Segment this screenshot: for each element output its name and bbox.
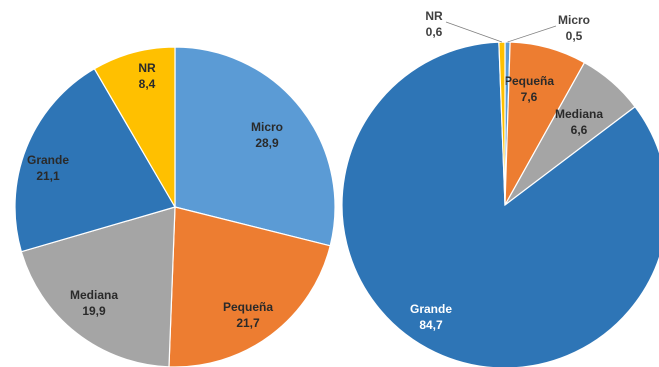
pie-right-slice-nr — [498, 41, 506, 206]
pie-right-label-value-mediana: 6,6 — [571, 123, 588, 137]
pie-left-slice-grande — [14, 67, 176, 253]
pie-right-label-nr: NR 0,6 — [425, 9, 443, 39]
pie-left-label-value-grande: 21,1 — [36, 169, 60, 183]
pie-right-label-name-mediana: Mediana — [555, 107, 603, 121]
pie-right-leader-micro — [507, 25, 557, 43]
pie-left-label-name-nr: NR — [138, 61, 156, 75]
pie-chart-left: Micro 28,9 Pequeña 21,7 Mediana 19,9 Grande 21,… — [14, 46, 336, 367]
pie-left-label-nr: NR 8,4 — [138, 61, 156, 91]
pie-right-label-pequena: Pequeña 7,6 — [504, 74, 554, 104]
pie-right-label-value-micro: 0,5 — [566, 29, 583, 43]
pie-right-label-name-nr: NR — [425, 9, 443, 23]
pie-left-label-value-micro: 28,9 — [255, 136, 279, 150]
pie-left-label-pequena: Pequeña 21,7 — [223, 300, 273, 330]
pie-right-label-name-grande: Grande — [410, 302, 452, 316]
pie-right-label-mediana: Mediana 6,6 — [555, 107, 603, 137]
pie-right-label-name-micro: Micro — [558, 13, 590, 27]
pie-left-label-mediana: Mediana 19,9 — [70, 288, 118, 318]
pie-chart-right: Micro 0,5 Pequeña 7,6 Mediana 6,6 Grande 84,7 NR… — [341, 9, 659, 367]
pie-right-label-micro: Micro 0,5 — [558, 13, 590, 43]
pie-left-label-value-mediana: 19,9 — [82, 304, 106, 318]
pie-left-label-value-nr: 8,4 — [139, 77, 156, 91]
pie-left-label-name-mediana: Mediana — [70, 288, 118, 302]
pie-left-label-grande: Grande 21,1 — [27, 153, 69, 183]
pie-right-slice-grande — [341, 41, 659, 367]
pie-left-label-value-pequena: 21,7 — [236, 316, 260, 330]
pie-right-label-grande: Grande 84,7 — [410, 302, 452, 332]
pie-right-label-value-nr: 0,6 — [426, 25, 443, 39]
pie-left-slice-nr — [93, 46, 176, 210]
pie-left-slice-micro — [174, 46, 336, 247]
pie-left-slice-mediana — [20, 206, 176, 367]
pie-left-label-name-grande: Grande — [27, 153, 69, 167]
pie-left-slice-pequena — [168, 206, 331, 367]
pie-right-label-value-pequena: 7,6 — [521, 90, 538, 104]
pie-left-label-name-micro: Micro — [251, 120, 283, 134]
pie-left-label-name-pequena: Pequeña — [223, 300, 273, 314]
pie-right-label-name-pequena: Pequeña — [504, 74, 554, 88]
pie-left-label-micro: Micro 28,9 — [251, 120, 283, 150]
pie-right-leader-nr — [445, 21, 503, 43]
pie-right-label-value-grande: 84,7 — [419, 318, 443, 332]
